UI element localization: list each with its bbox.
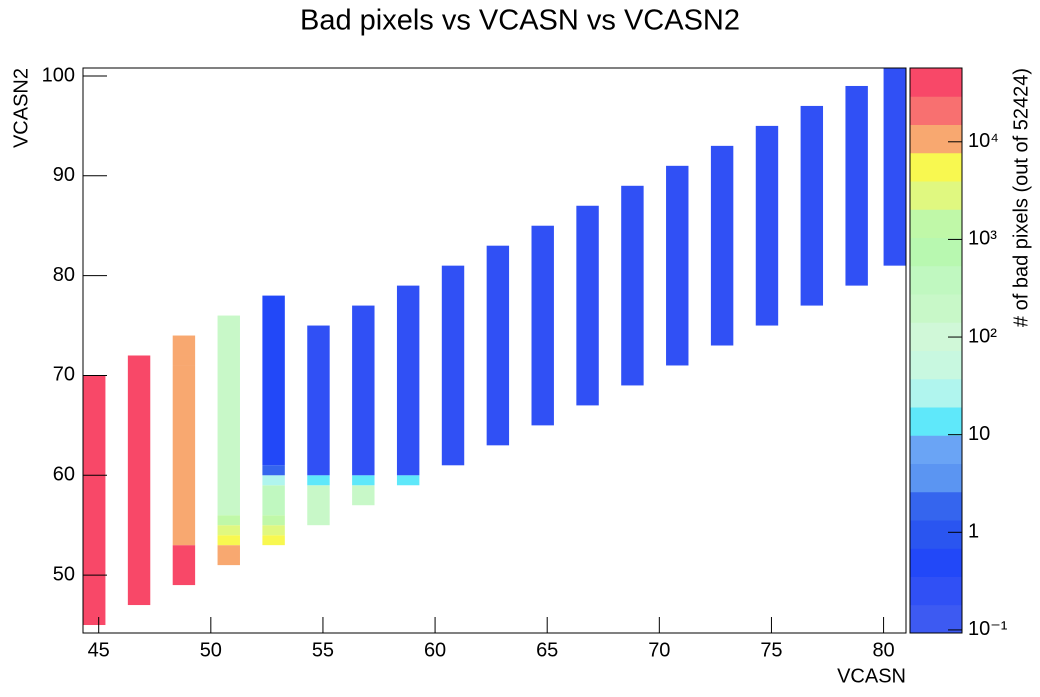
- y-axis-label: VCASN2: [10, 68, 32, 148]
- cell: [352, 305, 375, 476]
- colorbar-band: [910, 491, 962, 521]
- cell: [217, 535, 240, 546]
- cell: [531, 225, 554, 426]
- x-tick-label: 55: [312, 639, 334, 661]
- colorbar-band: [910, 407, 962, 436]
- colorbar-band: [910, 152, 962, 182]
- colorbar-band: [910, 181, 962, 210]
- colorbar-frame: [909, 67, 963, 634]
- x-tick-label: 80: [872, 639, 894, 661]
- x-tick-label: 60: [424, 639, 446, 661]
- colorbar-band: [910, 209, 962, 238]
- x-tick-label: 65: [536, 639, 558, 661]
- cell: [800, 105, 824, 306]
- cell: [262, 475, 285, 486]
- cell: [396, 475, 420, 486]
- z-tick-label: 1: [968, 521, 979, 543]
- cell: [83, 375, 106, 626]
- cell: [307, 485, 330, 526]
- cell: [576, 205, 599, 406]
- colorbar-band: [910, 576, 962, 606]
- cell: [217, 515, 240, 526]
- z-tick-label: 10²: [968, 325, 997, 347]
- cell: [307, 475, 330, 486]
- colorbar-band: [910, 350, 962, 380]
- x-tick-label: 45: [88, 639, 110, 661]
- cell: [352, 475, 375, 486]
- colorbar-band: [910, 96, 962, 125]
- z-axis-label: # of bad pixels (out of 52424): [1010, 68, 1032, 327]
- cell: [441, 265, 465, 466]
- cell: [262, 465, 285, 476]
- y-tick-label: 90: [53, 164, 75, 186]
- y-tick-label: 70: [53, 364, 75, 386]
- z-tick-label: 10: [968, 423, 990, 445]
- cell: [172, 355, 196, 366]
- cell: [262, 485, 285, 516]
- colorbar-band: [910, 294, 962, 323]
- x-axis-label: VCASN: [837, 665, 906, 687]
- cell: [262, 515, 285, 526]
- z-tick-label: 10⁻¹: [968, 618, 1008, 640]
- cell: [307, 325, 330, 476]
- colorbar-band: [910, 604, 962, 634]
- cell: [396, 285, 420, 476]
- z-tick-label: 10⁴: [968, 130, 999, 152]
- colorbar-band: [910, 237, 962, 267]
- cell: [217, 545, 240, 566]
- colorbar-band: [910, 463, 962, 493]
- colorbar-band: [910, 378, 962, 408]
- cell: [127, 355, 151, 606]
- cell: [666, 165, 689, 366]
- cell: [217, 525, 240, 536]
- cell: [352, 485, 375, 506]
- cell: [172, 335, 196, 356]
- colorbar-band: [910, 435, 962, 464]
- cell: [172, 365, 196, 546]
- colorbar-band: [910, 124, 962, 154]
- chart-title: Bad pixels vs VCASN vs VCASN2: [300, 5, 740, 37]
- colorbar-band: [910, 520, 962, 549]
- y-tick-label: 60: [53, 464, 75, 486]
- y-tick-label: 80: [53, 264, 75, 286]
- x-tick-label: 70: [648, 639, 670, 661]
- colorbar-band: [910, 548, 962, 577]
- z-tick-label: 10³: [968, 228, 997, 250]
- cell: [262, 535, 285, 546]
- cell: [262, 525, 285, 536]
- y-tick-label: 50: [53, 563, 75, 585]
- cell: [883, 68, 906, 266]
- x-tick-label: 50: [200, 639, 222, 661]
- x-tick-label: 75: [760, 639, 782, 661]
- cell: [710, 145, 734, 346]
- cell: [172, 545, 196, 586]
- cell: [217, 315, 240, 516]
- cell: [262, 295, 285, 466]
- y-tick-label: 100: [42, 64, 75, 86]
- cell: [845, 85, 868, 286]
- plot-area: [83, 68, 906, 626]
- frame: [82, 67, 907, 634]
- colorbar-band: [910, 265, 962, 295]
- cell: [486, 245, 510, 446]
- cell: [755, 125, 779, 326]
- cell: [621, 185, 644, 386]
- colorbar-band: [910, 68, 962, 97]
